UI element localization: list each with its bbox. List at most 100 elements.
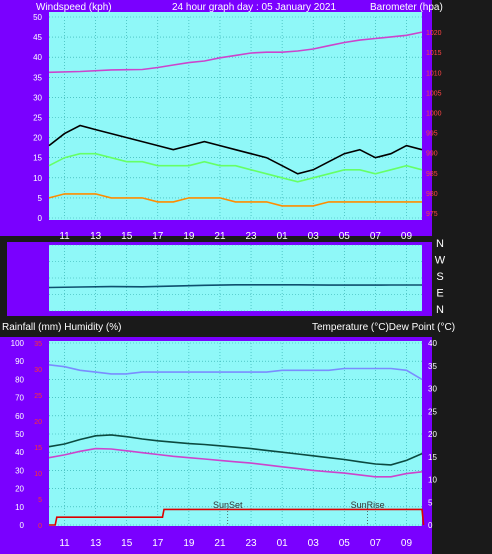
humidity-tick: 40 — [15, 448, 24, 457]
humidity-tick: 100 — [11, 339, 25, 348]
temp-x-tick: 23 — [245, 538, 257, 549]
rain-tick: 5 — [38, 497, 42, 504]
wind-right-label: Barometer (hpa) — [370, 2, 443, 13]
wind-left-tick: 30 — [33, 93, 42, 102]
dir-right-tick: E — [436, 288, 443, 300]
baro-right-tick: 990 — [426, 151, 438, 158]
dir-right-tick: N — [436, 238, 444, 250]
wind-plot-area — [49, 12, 422, 220]
wind-x-tick: 21 — [214, 231, 226, 242]
humidity-tick: 30 — [15, 466, 24, 475]
temp-right-tick: 35 — [428, 362, 437, 371]
wind-x-tick: 15 — [121, 231, 133, 242]
baro-right-tick: 975 — [426, 211, 438, 218]
wind-left-tick: 45 — [33, 33, 42, 42]
baro-right-tick: 1020 — [426, 30, 442, 37]
temp-x-tick: 01 — [277, 538, 289, 549]
humidity-tick: 70 — [15, 394, 24, 403]
wind-left-tick: 50 — [33, 13, 42, 22]
sun-marker-label: SunSet — [213, 500, 243, 510]
temp-x-tick: 19 — [183, 538, 195, 549]
dir-left-tick: 180 — [30, 276, 42, 283]
baro-right-tick: 1005 — [426, 90, 442, 97]
wind-left-tick: 15 — [33, 154, 42, 163]
temp-x-tick: 21 — [214, 538, 226, 549]
wind-series-direction_avg — [48, 193, 422, 207]
rain-tick: 35 — [34, 341, 42, 348]
wind-x-tick: 07 — [370, 231, 382, 242]
wind-series-barometer — [48, 31, 423, 74]
temp-x-tick: 15 — [121, 538, 133, 549]
temp-x-tick: 03 — [308, 538, 320, 549]
temp-series-humidity — [48, 364, 423, 381]
dir-series-wind_direction — [48, 283, 422, 289]
temp-series-temperature — [48, 434, 423, 466]
temp-x-tick: 11 — [59, 538, 70, 549]
temp-x-tick: 05 — [339, 538, 351, 549]
wind-x-tick: 09 — [401, 231, 413, 242]
wind-x-tick: 11 — [59, 231, 70, 242]
rain-tick: 25 — [34, 393, 42, 400]
temp-right-tick: 20 — [428, 430, 437, 439]
temp-right-tick: 0 — [428, 521, 433, 530]
wind-series-average — [48, 152, 423, 183]
temp-x-tick: 09 — [401, 538, 413, 549]
temp-x-tick: 07 — [370, 538, 382, 549]
wind-left-tick: 40 — [33, 53, 42, 62]
wind-x-tick: 01 — [277, 231, 289, 242]
wind-left-tick: 5 — [38, 194, 43, 203]
sun-marker-label: SunRise — [351, 500, 385, 510]
wind-left-tick: 10 — [33, 174, 42, 183]
temp-left-label: Rainfall (mm) Humidity (%) — [2, 322, 121, 333]
temp-right-tick: 10 — [428, 476, 437, 485]
humidity-tick: 10 — [15, 503, 24, 512]
dir-right-tick: S — [436, 271, 443, 283]
rain-tick: 10 — [34, 471, 42, 478]
humidity-tick: 20 — [15, 485, 24, 494]
baro-right-tick: 995 — [426, 131, 438, 138]
wind-x-tick: 03 — [308, 231, 320, 242]
wind-left-tick: 20 — [33, 134, 42, 143]
baro-right-tick: 985 — [426, 171, 438, 178]
temp-right-tick: 40 — [428, 339, 437, 348]
wind-left-tick: 25 — [33, 114, 42, 123]
temp-right-tick: 5 — [428, 498, 433, 507]
wind-x-tick: 23 — [245, 231, 257, 242]
dir-left-tick: 270 — [30, 260, 42, 267]
humidity-tick: 80 — [15, 375, 24, 384]
dir-right-tick: N — [436, 304, 444, 316]
dir-left-tick: 90 — [34, 293, 42, 300]
wind-x-tick: 19 — [183, 231, 195, 242]
temp-series-dew_point — [48, 447, 423, 478]
rain-tick: 20 — [34, 419, 42, 426]
wind-left-tick: 35 — [33, 73, 42, 82]
rain-tick: 30 — [34, 367, 42, 374]
temp-right-tick: 15 — [428, 453, 437, 462]
wind-left-tick: 0 — [38, 214, 43, 223]
dir-left-tick: 0 — [38, 309, 42, 316]
temp-right-tick: 30 — [428, 385, 437, 394]
dir-left-tick: 360 — [30, 243, 42, 250]
dir-right-tick: W — [435, 255, 446, 267]
wind-x-tick: 17 — [152, 231, 164, 242]
baro-right-tick: 1010 — [426, 70, 442, 77]
temp-right-tick: 25 — [428, 407, 437, 416]
temp-series-rainfall — [49, 508, 425, 526]
wind-x-tick: 05 — [339, 231, 351, 242]
rain-tick: 0 — [38, 523, 42, 530]
wind-x-tick: 13 — [90, 231, 102, 242]
humidity-tick: 0 — [20, 521, 25, 530]
wind-left-label: Windspeed (kph) — [36, 2, 112, 13]
wind-series-gust — [48, 124, 423, 175]
baro-right-tick: 1015 — [426, 50, 442, 57]
temp-x-tick: 17 — [152, 538, 164, 549]
humidity-tick: 60 — [15, 412, 24, 421]
rain-tick: 15 — [34, 445, 42, 452]
graph-title: 24 hour graph day : 05 January 2021 — [172, 2, 336, 13]
baro-right-tick: 980 — [426, 191, 438, 198]
baro-right-tick: 1000 — [426, 110, 442, 117]
humidity-tick: 90 — [15, 357, 24, 366]
temp-x-tick: 13 — [90, 538, 102, 549]
humidity-tick: 50 — [15, 430, 24, 439]
